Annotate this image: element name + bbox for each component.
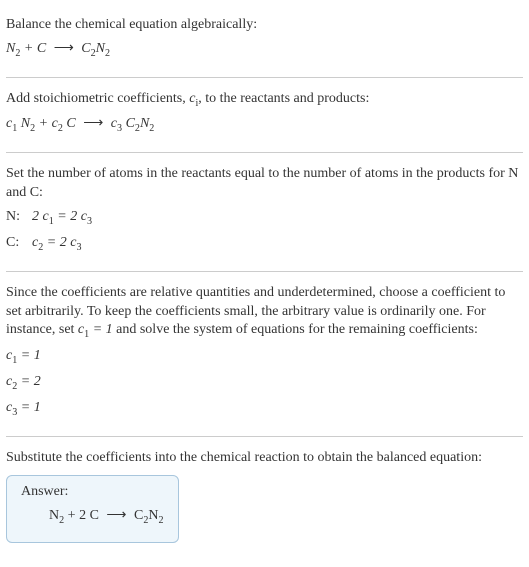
coefficient-equation: c1 N2 + c2 C ⟶ c3 C2N2 <box>6 114 523 136</box>
val: = 1 <box>17 348 40 363</box>
sub: 3 <box>76 242 81 253</box>
problem-statement: Balance the chemical equation algebraica… <box>6 16 523 35</box>
plus: + 2 <box>64 508 89 523</box>
species-c2n2: C2N2 <box>81 41 110 56</box>
val: = 1 <box>89 322 112 337</box>
ci-symbol: ci <box>189 91 198 106</box>
c2: c2 <box>32 235 43 250</box>
sym: C <box>126 116 135 131</box>
plus: + <box>35 116 51 131</box>
solution-c2: c2 = 2 <box>6 372 523 394</box>
atom-balance-intro: Set the number of atoms in the reactants… <box>6 165 523 203</box>
sym: C <box>134 508 143 523</box>
species-n2: N2 <box>6 41 20 56</box>
species-c: C <box>90 508 99 523</box>
text: Add stoichiometric coefficients, <box>6 91 189 106</box>
species-n2: N2 <box>21 116 35 131</box>
unbalanced-equation: N2 + C ⟶ C2N2 <box>6 39 523 61</box>
reaction-arrow: ⟶ <box>79 116 107 131</box>
sym: N <box>49 508 59 523</box>
c2: c2 <box>52 116 63 131</box>
section-problem: Balance the chemical equation algebraica… <box>6 4 523 78</box>
species-c: C <box>37 41 46 56</box>
c1: c1 <box>43 209 54 224</box>
section-solve: Since the coefficients are relative quan… <box>6 272 523 437</box>
solution-c1: c1 = 1 <box>6 346 523 368</box>
species-c2n2: C2N2 <box>134 508 164 523</box>
section-answer: Substitute the coefficients into the che… <box>6 437 523 556</box>
c1: c1 <box>6 116 17 131</box>
answer-label: Answer: <box>21 484 164 500</box>
equals: = <box>54 209 70 224</box>
sym: N <box>148 508 158 523</box>
sub: 2 <box>159 515 164 526</box>
val: = 1 <box>17 400 40 415</box>
solution-c3: c3 = 1 <box>6 398 523 420</box>
balanced-equation: N2 + 2 C ⟶ C2N2 <box>21 506 164 528</box>
sub: 2 <box>149 123 154 134</box>
species-n2: N2 <box>49 508 64 523</box>
sym: N <box>140 116 149 131</box>
answer-box: Answer: N2 + 2 C ⟶ C2N2 <box>6 475 179 543</box>
substitute-intro: Substitute the coefficients into the che… <box>6 449 523 468</box>
plus: + <box>20 41 36 56</box>
c3: c3 <box>111 116 122 131</box>
sub: 2 <box>105 48 110 59</box>
sym: C <box>81 41 90 56</box>
text: , to the reactants and products: <box>198 91 369 106</box>
reaction-arrow: ⟶ <box>102 508 130 523</box>
balance-row-n: N:2 c1 = 2 c3 <box>6 207 523 229</box>
coefficients-intro: Add stoichiometric coefficients, ci, to … <box>6 90 523 110</box>
sym: N <box>21 116 30 131</box>
section-coefficients: Add stoichiometric coefficients, ci, to … <box>6 78 523 153</box>
species-c: C <box>66 116 75 131</box>
sym: N <box>96 41 105 56</box>
coef: 2 <box>32 209 43 224</box>
section-atom-balance: Set the number of atoms in the reactants… <box>6 153 523 272</box>
equals: = <box>43 235 59 250</box>
text: and solve the system of equations for th… <box>113 322 478 337</box>
element-label-n: N: <box>6 207 32 227</box>
coef: 2 <box>60 235 71 250</box>
solve-intro: Since the coefficients are relative quan… <box>6 284 523 342</box>
sub: 3 <box>87 216 92 227</box>
reaction-arrow: ⟶ <box>50 41 78 56</box>
val: = 2 <box>17 374 40 389</box>
c3: c3 <box>70 235 81 250</box>
coef: 2 <box>70 209 81 224</box>
sym: N <box>6 41 15 56</box>
element-label-c: C: <box>6 233 32 253</box>
balance-row-c: C:c2 = 2 c3 <box>6 233 523 255</box>
c3: c3 <box>81 209 92 224</box>
species-c2n2: C2N2 <box>126 116 155 131</box>
c1-set: c1 = 1 <box>78 322 113 337</box>
